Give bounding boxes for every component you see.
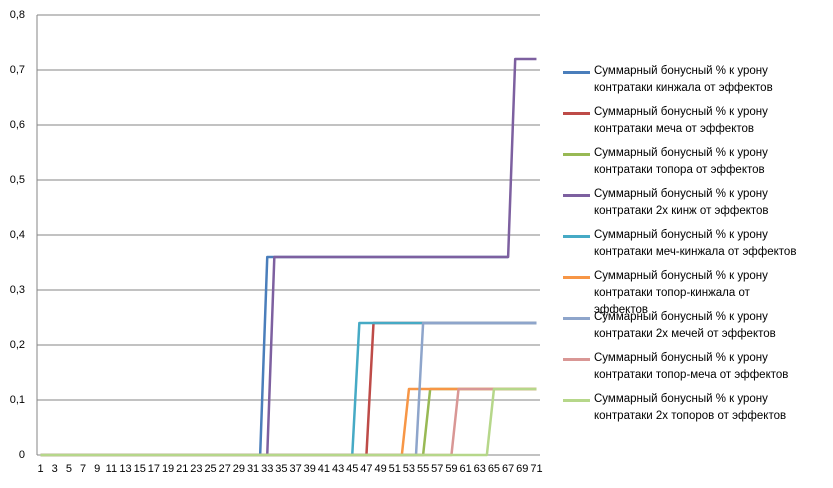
y-tick-label: 0 <box>19 449 25 461</box>
legend-item: Суммарный бонусный % к урону контратаки … <box>563 104 803 138</box>
x-tick-label: 25 <box>204 463 216 475</box>
legend-label: Суммарный бонусный % к урону контратаки … <box>594 270 768 316</box>
x-tick-label: 39 <box>304 463 316 475</box>
x-tick-label: 67 <box>502 463 514 475</box>
x-tick-label: 27 <box>219 463 231 475</box>
x-tick-label: 23 <box>190 463 202 475</box>
x-tick-label: 9 <box>94 463 100 475</box>
x-tick-label: 63 <box>474 463 486 475</box>
legend-label: Суммарный бонусный % к урону контратаки … <box>594 311 776 340</box>
x-tick-label: 57 <box>431 463 443 475</box>
x-tick-label: 5 <box>66 463 72 475</box>
legend-swatch <box>563 276 590 279</box>
x-tick-label: 43 <box>332 463 344 475</box>
legend-swatch <box>563 358 590 361</box>
x-tick-label: 1 <box>37 463 43 475</box>
x-tick-label: 11 <box>106 463 117 475</box>
y-tick-label: 0,4 <box>10 229 25 241</box>
x-tick-label: 47 <box>360 463 372 475</box>
x-tick-label: 3 <box>52 463 58 475</box>
legend-label: Суммарный бонусный % к урону контратаки … <box>594 147 768 176</box>
legend-item: Суммарный бонусный % к урону контратаки … <box>563 227 803 261</box>
x-tick-label: 31 <box>247 463 259 475</box>
x-tick-label: 51 <box>389 463 401 475</box>
x-tick-label: 71 <box>530 463 542 475</box>
x-tick-label: 19 <box>162 463 174 475</box>
legend-swatch <box>563 235 590 238</box>
x-tick-label: 37 <box>289 463 301 475</box>
legend-item: Суммарный бонусный % к урону контратаки … <box>563 309 803 343</box>
legend-label: Суммарный бонусный % к урону контратаки … <box>594 352 789 381</box>
legend-item: Суммарный бонусный % к урону контратаки … <box>563 63 803 97</box>
y-tick-label: 0,3 <box>10 284 25 296</box>
x-tick-label: 61 <box>459 463 471 475</box>
series-line <box>40 387 537 457</box>
x-tick-label: 53 <box>403 463 415 475</box>
series-line <box>40 387 537 457</box>
x-tick-label: 65 <box>488 463 500 475</box>
legend-swatch <box>563 71 590 74</box>
series-line <box>40 387 537 457</box>
legend-item: Суммарный бонусный % к урону контратаки … <box>563 145 803 179</box>
x-tick-label: 29 <box>233 463 245 475</box>
x-tick-label: 15 <box>134 463 146 475</box>
legend-item: Суммарный бонусный % к урону контратаки … <box>563 268 803 319</box>
legend-swatch <box>563 153 590 156</box>
legend-label: Суммарный бонусный % к урону контратаки … <box>594 106 768 135</box>
legend-label: Суммарный бонусный % к урону контратаки … <box>594 393 787 422</box>
legend-item: Суммарный бонусный % к урону контратаки … <box>563 350 803 384</box>
x-tick-label: 41 <box>318 463 330 475</box>
x-tick-label: 7 <box>80 463 86 475</box>
y-tick-label: 0,5 <box>10 174 25 186</box>
legend-swatch <box>563 399 590 402</box>
legend-swatch <box>563 317 590 320</box>
x-tick-label: 69 <box>516 463 528 475</box>
x-tick-label: 13 <box>119 463 131 475</box>
legend-item: Суммарный бонусный % к урону контратаки … <box>563 186 803 220</box>
x-tick-label: 33 <box>261 463 273 475</box>
legend-swatch <box>563 112 590 115</box>
legend-label: Суммарный бонусный % к урону контратаки … <box>594 229 797 258</box>
y-tick-label: 0,6 <box>10 119 25 131</box>
x-tick-label: 21 <box>176 463 188 475</box>
x-tick-label: 45 <box>346 463 358 475</box>
x-tick-label: 35 <box>275 463 287 475</box>
y-tick-label: 0,2 <box>10 339 25 351</box>
legend-item: Суммарный бонусный % к урону контратаки … <box>563 391 803 425</box>
x-tick-label: 49 <box>374 463 386 475</box>
series-line <box>40 387 537 457</box>
x-tick-label: 17 <box>148 463 160 475</box>
series-line <box>40 57 537 457</box>
legend-label: Суммарный бонусный % к урону контратаки … <box>594 188 769 217</box>
x-tick-label: 59 <box>445 463 457 475</box>
x-tick-label: 55 <box>417 463 429 475</box>
y-tick-label: 0,7 <box>10 64 25 76</box>
y-tick-label: 0,1 <box>10 394 25 406</box>
legend-swatch <box>563 194 590 197</box>
y-tick-label: 0,8 <box>10 9 25 21</box>
legend-label: Суммарный бонусный % к урону контратаки … <box>594 65 773 94</box>
